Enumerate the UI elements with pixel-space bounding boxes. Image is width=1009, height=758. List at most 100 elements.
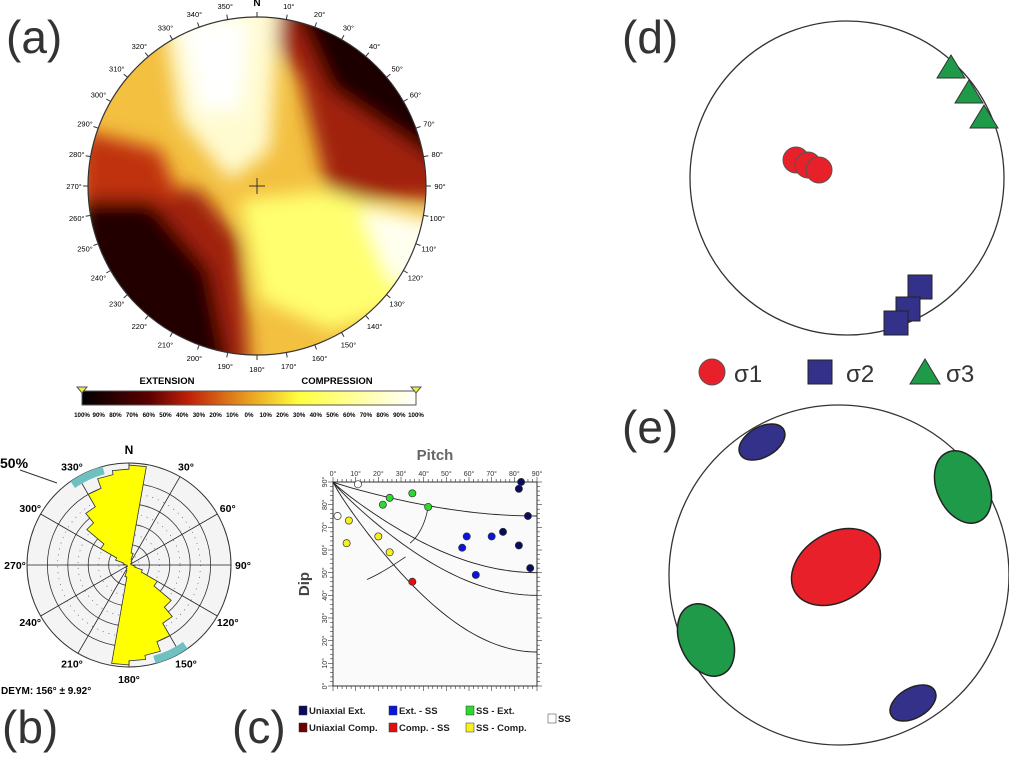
legend-label: Uniaxial Ext.: [309, 706, 366, 717]
stress-ratio-stereonet: N 10° 20° 30° 40° 50° 60° 70° 80° 90° 100° 110° 120°…: [66, 0, 445, 419]
x-tick-label: 0°: [330, 470, 337, 478]
rose-angle-label: 30°: [178, 461, 194, 473]
azimuth-label: 260°: [69, 214, 85, 223]
y-tick-label: 0°: [321, 682, 329, 689]
legend-sigma1-icon: [698, 358, 726, 386]
azimuth-tick: [415, 243, 421, 246]
azimuth-label: 280°: [69, 150, 85, 159]
boundary-arc: [409, 506, 429, 544]
legend-label: SS - Comp.: [476, 723, 527, 734]
x-tick-label: 70°: [486, 470, 497, 478]
azimuth-label: 300°: [91, 91, 107, 100]
data-point: [523, 512, 532, 520]
azimuth-tick: [85, 155, 91, 158]
scale-leader-line: [19, 469, 58, 484]
azimuth-label: 190°: [217, 362, 233, 371]
azimuth-tick: [341, 35, 345, 40]
azimuth-tick: [341, 332, 345, 337]
azimuth-label: 230°: [109, 300, 125, 309]
data-point: [374, 532, 383, 541]
chart-title: Pitch: [417, 447, 454, 464]
data-point: [514, 484, 523, 493]
data-point: [462, 532, 471, 541]
azimuth-tick: [365, 52, 370, 57]
rose-angle-label: 120°: [217, 617, 239, 629]
azimuth-label: N: [253, 0, 260, 9]
data-point: [408, 577, 417, 586]
y-tick-label: 80°: [321, 499, 329, 510]
rose-angle-label: 60°: [220, 503, 236, 515]
heatmap-region: [88, 130, 180, 200]
azimuth-label: 350°: [217, 2, 233, 11]
legend-sigma2-label: σ2: [846, 361, 874, 388]
x-tick-label: 80°: [509, 470, 520, 478]
legend-swatch: [388, 705, 398, 716]
data-point: [499, 527, 507, 536]
data-point: [385, 548, 394, 557]
boundary-arc: [366, 556, 406, 580]
confidence-interval-wedge: [153, 642, 188, 664]
azimuth-tick: [123, 73, 128, 78]
x-tick-label: 90°: [532, 470, 543, 478]
data-point: [487, 532, 496, 541]
azimuth-label: 150°: [341, 340, 357, 349]
legend-label: Uniaxial Comp.: [309, 723, 378, 734]
y-axis-label: Dip: [296, 572, 313, 596]
azimuth-tick: [106, 98, 111, 102]
legend-swatch: [298, 722, 308, 733]
boundary-curve: [332, 481, 538, 574]
x-tick-label: 40°: [418, 470, 429, 478]
colorbar-tick-label: 100%: [408, 412, 424, 419]
legend-sigma1-label: σ1: [734, 361, 762, 388]
data-point: [458, 543, 467, 552]
colorbar-tick-label: 90%: [93, 412, 106, 419]
azimuth-label: 60°: [410, 91, 421, 100]
colorbar: [81, 390, 417, 406]
sigma3-marker: [954, 79, 984, 104]
azimuth-tick: [386, 73, 391, 78]
data-point: [342, 539, 351, 548]
data-point: [408, 489, 417, 498]
colorbar-tick-label: 10%: [226, 412, 239, 419]
legend-sigma3-label: σ3: [946, 361, 974, 388]
azimuth-tick: [197, 22, 200, 28]
azimuth-label: 340°: [187, 10, 203, 19]
azimuth-tick: [144, 315, 149, 320]
azimuth-label: 80°: [432, 150, 443, 159]
legend-swatch: [465, 705, 475, 716]
rose-north-label: N: [125, 443, 134, 457]
colorbar-tick-label: 40%: [310, 412, 323, 419]
azimuth-label: 250°: [77, 245, 93, 254]
colorbar-tick-label: 40%: [176, 412, 189, 419]
azimuth-tick: [85, 214, 91, 217]
data-point: [526, 564, 535, 573]
sigma3-marker: [936, 54, 966, 79]
azimuth-label: 100°: [429, 214, 445, 223]
rose-statistic: DEYM: 156° ± 9.92°: [1, 686, 91, 697]
azimuth-tick: [123, 294, 128, 299]
azimuth-tick: [144, 52, 149, 57]
colorbar-tick-label: 0%: [245, 412, 254, 419]
y-tick-label: 20°: [321, 635, 329, 646]
azimuth-tick: [169, 35, 173, 40]
stereonet-outline: [668, 404, 1009, 746]
colorbar-min-marker: [75, 386, 89, 394]
x-tick-label: 30°: [396, 470, 407, 478]
data-point: [333, 512, 342, 520]
data-point: [378, 500, 387, 509]
azimuth-label: 140°: [367, 322, 383, 331]
azimuth-label: 330°: [158, 24, 174, 33]
boundary-curve: [332, 481, 538, 653]
legend-label: SS: [558, 714, 571, 725]
panel-label-c: (c): [232, 701, 286, 753]
y-tick-label: 50°: [321, 567, 329, 578]
rose-angle-label: 150°: [175, 659, 197, 671]
panel-label-a: (a): [6, 11, 63, 63]
data-point: [517, 478, 526, 486]
azimuth-tick: [285, 14, 288, 20]
rose-angle-label: 210°: [61, 659, 83, 671]
data-point: [424, 502, 433, 511]
azimuth-label: 160°: [312, 354, 328, 363]
colorbar-compression-title: COMPRESSION: [301, 376, 372, 387]
